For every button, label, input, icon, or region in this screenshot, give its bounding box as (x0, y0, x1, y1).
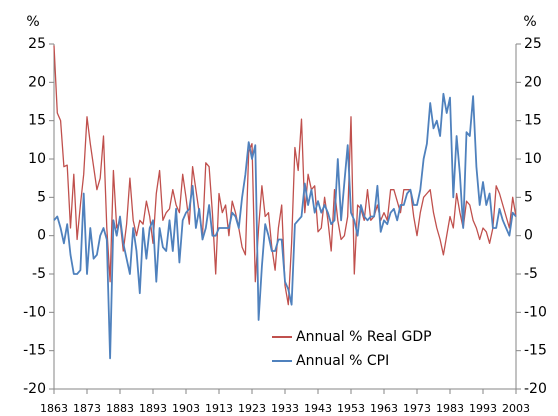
x-tick-label: 1863 (40, 402, 68, 415)
y-tick-label: 20 (28, 74, 46, 90)
y2-tick-label: 10 (524, 151, 542, 167)
x-tick-label: 1893 (139, 402, 167, 415)
x-tick-label: 1943 (304, 402, 332, 415)
y2-tick-label: -20 (524, 381, 547, 397)
y2-tick-label: 25 (524, 36, 542, 52)
legend-label: Annual % Real GDP (296, 329, 432, 345)
y2-tick-label: -10 (524, 304, 547, 320)
y-axis-label: % (26, 14, 39, 30)
y-tick-label: 5 (37, 189, 46, 205)
y2-axis-label: % (523, 14, 536, 30)
x-tick-label: 1983 (436, 402, 464, 415)
y2-tick-label: 20 (524, 74, 542, 90)
x-tick-label: 1953 (337, 402, 365, 415)
y-tick-label: 25 (28, 36, 46, 52)
y2-tick-label: 15 (524, 113, 542, 129)
series-line (53, 92, 517, 360)
x-tick-label: 1963 (370, 402, 398, 415)
x-tick-label: 1873 (73, 402, 101, 415)
x-tick-label: 1923 (238, 402, 266, 415)
x-tick-label: 1903 (172, 402, 200, 415)
x-tick-label: 1933 (271, 402, 299, 415)
y-tick-label: -20 (23, 381, 46, 397)
x-tick-label: 1913 (205, 402, 233, 415)
series-line (53, 45, 517, 306)
y2-tick-label: -5 (524, 266, 538, 282)
y-tick-label: 10 (28, 151, 46, 167)
y2-tick-label: -15 (524, 343, 547, 359)
x-tick-label: 2003 (502, 402, 530, 415)
x-tick-label: 1883 (106, 402, 134, 415)
y-tick-label: -15 (23, 343, 46, 359)
y2-tick-label: 0 (524, 228, 533, 244)
y-tick-label: -10 (23, 304, 46, 320)
x-tick-label: 1993 (469, 402, 497, 415)
y2-tick-label: 5 (524, 189, 533, 205)
y-tick-label: 0 (37, 228, 46, 244)
legend-label: Annual % CPI (296, 353, 389, 369)
y-tick-label: -5 (32, 266, 46, 282)
y-tick-label: 15 (28, 113, 46, 129)
x-tick-label: 1973 (403, 402, 431, 415)
